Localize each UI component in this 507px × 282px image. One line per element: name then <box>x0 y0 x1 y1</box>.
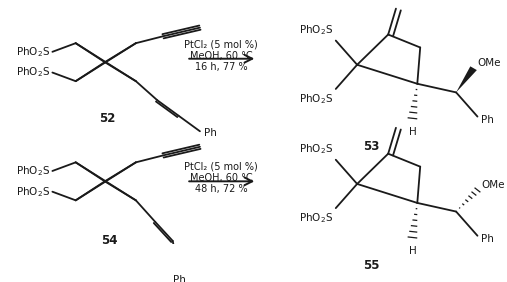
Text: 55: 55 <box>364 259 380 272</box>
Text: MeOH, 60 °C: MeOH, 60 °C <box>190 51 252 61</box>
Text: PhO$_2$S: PhO$_2$S <box>16 185 51 199</box>
Text: 48 h, 72 %: 48 h, 72 % <box>195 184 247 194</box>
Text: PhO$_2$S: PhO$_2$S <box>299 92 333 106</box>
Text: Ph: Ph <box>204 128 216 138</box>
Text: PhO$_2$S: PhO$_2$S <box>299 23 333 37</box>
Text: PtCl₂ (5 mol %): PtCl₂ (5 mol %) <box>185 40 258 50</box>
Text: PtCl₂ (5 mol %): PtCl₂ (5 mol %) <box>185 162 258 172</box>
Text: Ph: Ph <box>481 115 494 125</box>
Text: PhO$_2$S: PhO$_2$S <box>299 212 333 225</box>
Text: Ph: Ph <box>173 276 186 282</box>
Text: 54: 54 <box>101 233 118 246</box>
Text: 53: 53 <box>364 140 380 153</box>
Text: PhO$_2$S: PhO$_2$S <box>16 164 51 178</box>
Text: OMe: OMe <box>481 180 505 190</box>
Text: OMe: OMe <box>478 58 501 68</box>
Text: H: H <box>409 127 416 137</box>
Text: PhO$_2$S: PhO$_2$S <box>16 45 51 59</box>
Polygon shape <box>456 66 477 92</box>
Text: MeOH, 60 °C: MeOH, 60 °C <box>190 173 252 183</box>
Text: 52: 52 <box>98 112 115 125</box>
Text: 16 h, 77 %: 16 h, 77 % <box>195 62 247 72</box>
Text: PhO$_2$S: PhO$_2$S <box>299 142 333 156</box>
Text: Ph: Ph <box>481 234 494 244</box>
Text: H: H <box>409 246 416 256</box>
Text: PhO$_2$S: PhO$_2$S <box>16 66 51 80</box>
